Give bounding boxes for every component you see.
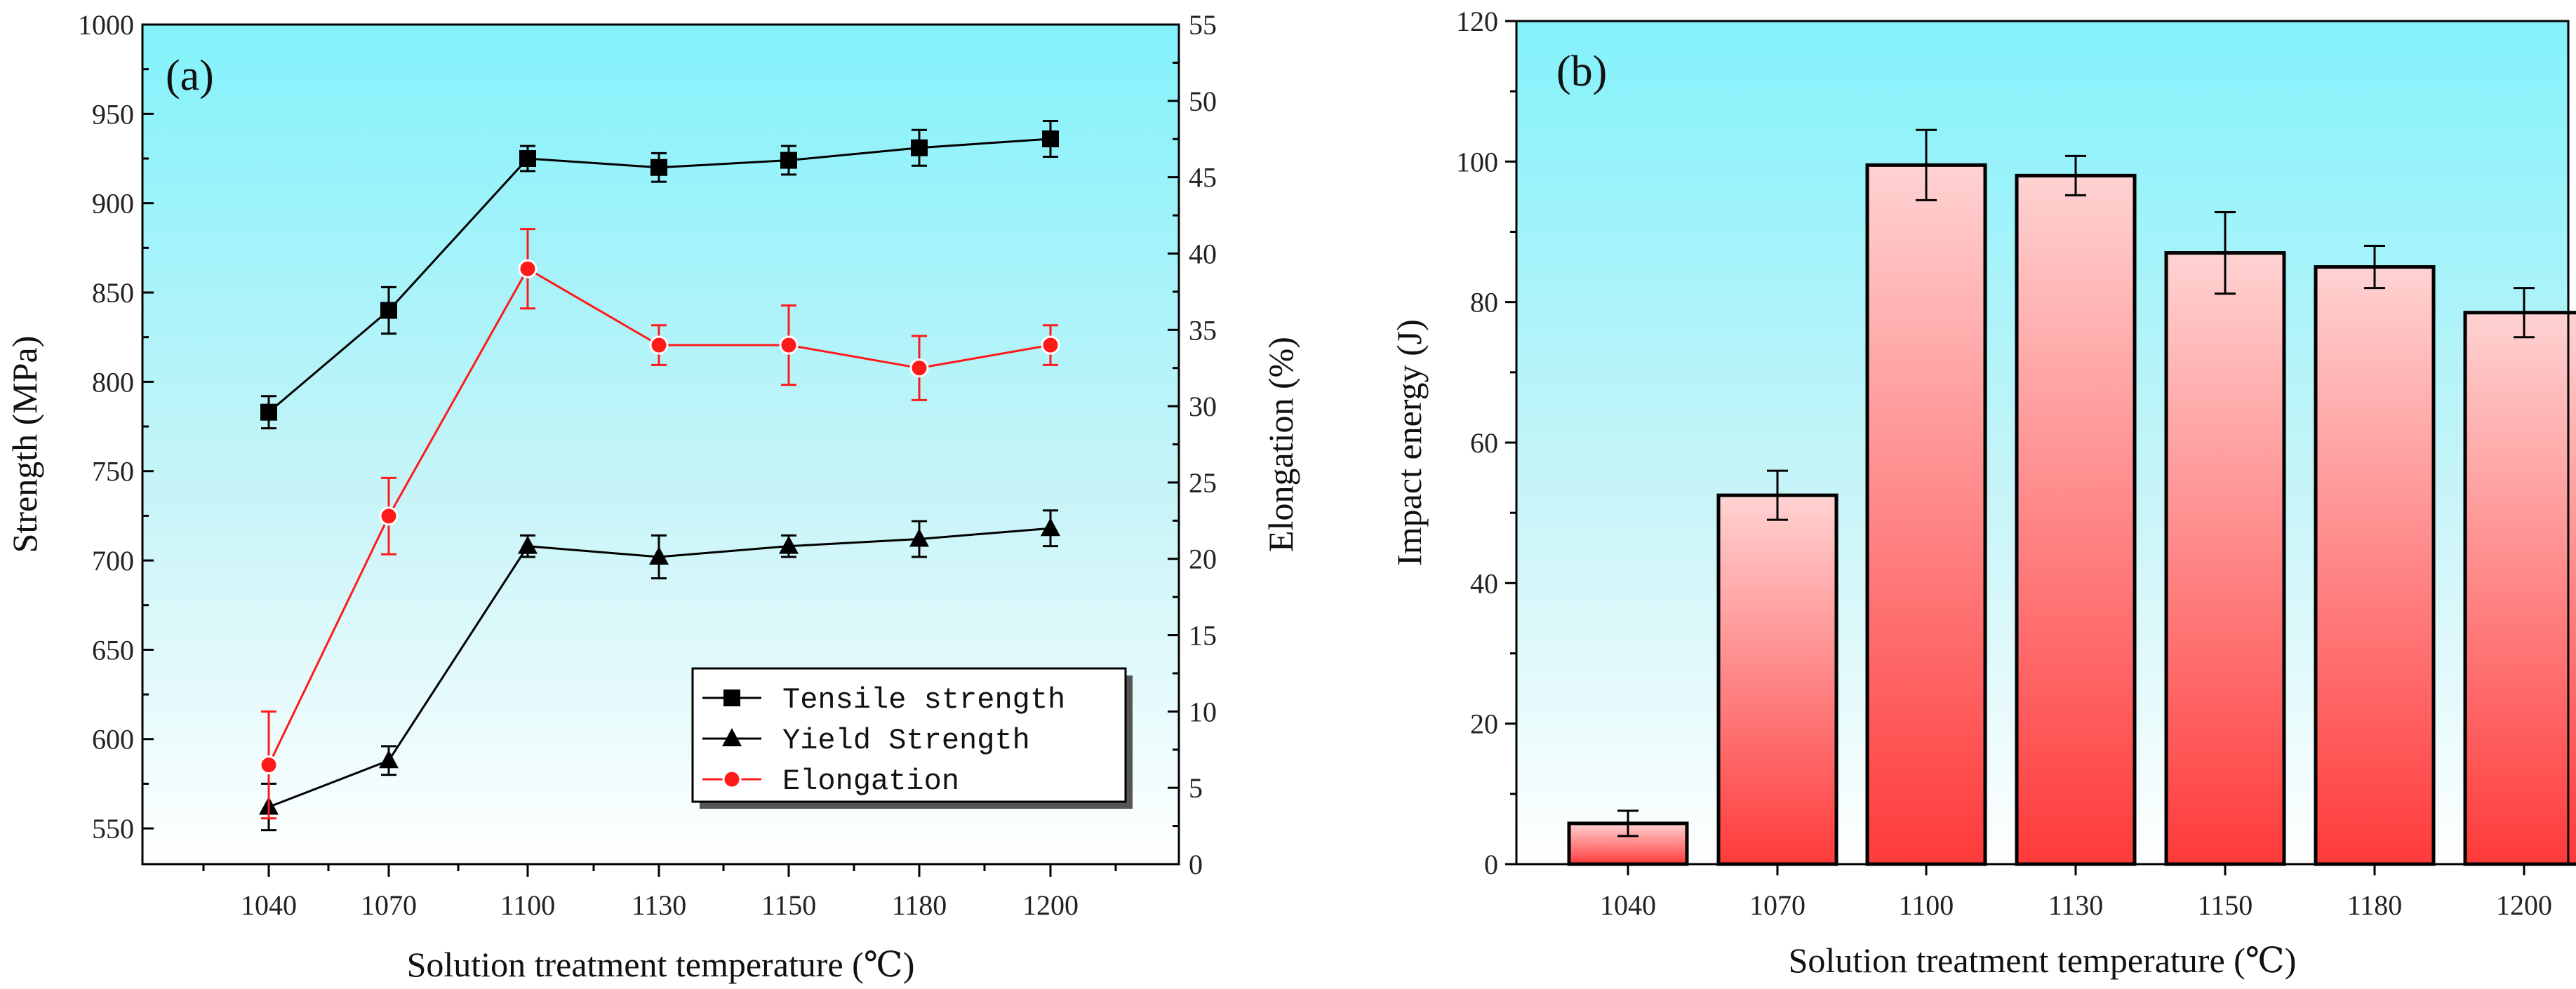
data-point: [779, 335, 799, 355]
data-point: [518, 535, 538, 554]
y-tick-label-b: 120: [1456, 6, 1498, 37]
data-point: [519, 150, 536, 168]
x-tick-label-a: 1040: [241, 889, 297, 921]
panel-label-b: (b): [1556, 48, 1607, 95]
legend-marker: [723, 689, 740, 706]
panel-a: 550 600 650 700 750 800 850 900 950 1000 0 5 10 15 20 2…: [5, 9, 1300, 984]
y-tick-label-b: 100: [1456, 146, 1498, 177]
bar: [2463, 311, 2576, 866]
x-tick-label-a: 1180: [892, 889, 947, 921]
bar: [2164, 251, 2286, 866]
legend-label: Yield Strength: [782, 724, 1030, 758]
bar: [1716, 493, 1838, 866]
y-tick-label-a: 850: [92, 277, 134, 309]
x-tick-label-b: 1180: [2347, 889, 2403, 921]
x-axis-label-a: Solution treatment temperature (℃): [407, 945, 915, 984]
y2-tick-label-a: 50: [1189, 86, 1217, 117]
y-tick-label-a: 900: [92, 188, 134, 220]
legend-marker: [722, 728, 742, 746]
panel-label-a: (a): [166, 52, 214, 100]
series-tensile-strength: [260, 120, 1059, 430]
y-tick-label-b: 0: [1484, 849, 1498, 880]
y2-tick-label-a: 15: [1189, 620, 1217, 652]
x-tick-label-b: 1150: [2198, 889, 2253, 921]
data-point: [1041, 518, 1060, 537]
data-point: [1041, 335, 1060, 355]
data-point: [380, 302, 397, 319]
x-tick-label-a: 1150: [761, 889, 817, 921]
y2-tick-label-a: 35: [1189, 314, 1217, 346]
legend-label: Tensile strength: [782, 683, 1065, 717]
y2-tick-label-a: 30: [1189, 391, 1217, 422]
data-point: [379, 750, 399, 769]
x-tick-label-a: 1070: [361, 889, 417, 921]
panel-b: 0 20 40 60 80 100 120 1040 1070 1100 1130 1150 1180 1…: [1389, 6, 2576, 980]
x-axis-label-b: Solution treatment temperature (℃): [1789, 941, 2297, 980]
y2-axis-label-a: Elongation (%): [1261, 337, 1300, 552]
x-tick-label-b: 1100: [1899, 889, 1954, 921]
y-tick-label-a: 950: [92, 98, 134, 130]
data-point: [260, 403, 277, 421]
data-point: [909, 358, 929, 378]
x-tick-label-a: 1100: [500, 889, 556, 921]
data-point: [909, 528, 929, 547]
y-axis-label-b: Impact energy (J): [1389, 319, 1429, 566]
y-tick-label-a: 750: [92, 456, 134, 487]
x-tick-label-a: 1200: [1022, 889, 1079, 921]
y2-tick-label-a: 5: [1189, 772, 1203, 804]
bar: [2314, 265, 2436, 866]
x-tick-label-b: 1070: [1749, 889, 1806, 921]
x-tick-label-b: 1040: [1600, 889, 1656, 921]
data-point: [259, 755, 279, 775]
y-tick-label-a: 700: [92, 545, 134, 577]
legend-label: Elongation: [782, 765, 959, 798]
data-point: [649, 335, 669, 355]
y-axis-label-a: Strength (MPa): [5, 336, 44, 553]
y2-tick-label-a: 0: [1189, 849, 1203, 880]
x-tick-label-b: 1130: [2048, 889, 2104, 921]
x-tick-label-b: 1200: [2496, 889, 2552, 921]
y2-tick-label-a: 10: [1189, 696, 1217, 727]
data-point: [649, 546, 669, 565]
bar: [1865, 163, 1987, 866]
legend-box: [691, 667, 1127, 803]
data-point: [650, 159, 667, 176]
y-tick-label-a: 650: [92, 634, 134, 666]
data-point: [911, 139, 928, 156]
y-tick-label-b: 80: [1470, 287, 1498, 318]
x-tick-label-a: 1130: [632, 889, 687, 921]
y-tick-label-b: 60: [1470, 427, 1498, 459]
y2-tick-label-a: 55: [1189, 9, 1217, 41]
data-point: [379, 506, 399, 526]
data-point: [780, 152, 797, 169]
series-elongation: [259, 228, 1060, 820]
y-tick-label-a: 1000: [78, 9, 134, 41]
series-yield-strength: [259, 509, 1060, 832]
y-tick-label-a: 550: [92, 813, 134, 845]
data-point: [1042, 130, 1059, 147]
y2-tick-label-a: 40: [1189, 238, 1217, 269]
data-point: [518, 259, 538, 278]
y-tick-label-b: 40: [1470, 567, 1498, 599]
data-point: [779, 535, 799, 554]
y-tick-label-b: 20: [1470, 708, 1498, 740]
y2-tick-label-a: 25: [1189, 467, 1217, 499]
y2-tick-label-a: 45: [1189, 162, 1217, 194]
y-tick-label-a: 800: [92, 366, 134, 398]
y2-tick-label-a: 20: [1189, 544, 1217, 575]
bar: [2015, 173, 2137, 866]
legend-marker: [722, 769, 742, 789]
y-tick-label-a: 600: [92, 724, 134, 755]
